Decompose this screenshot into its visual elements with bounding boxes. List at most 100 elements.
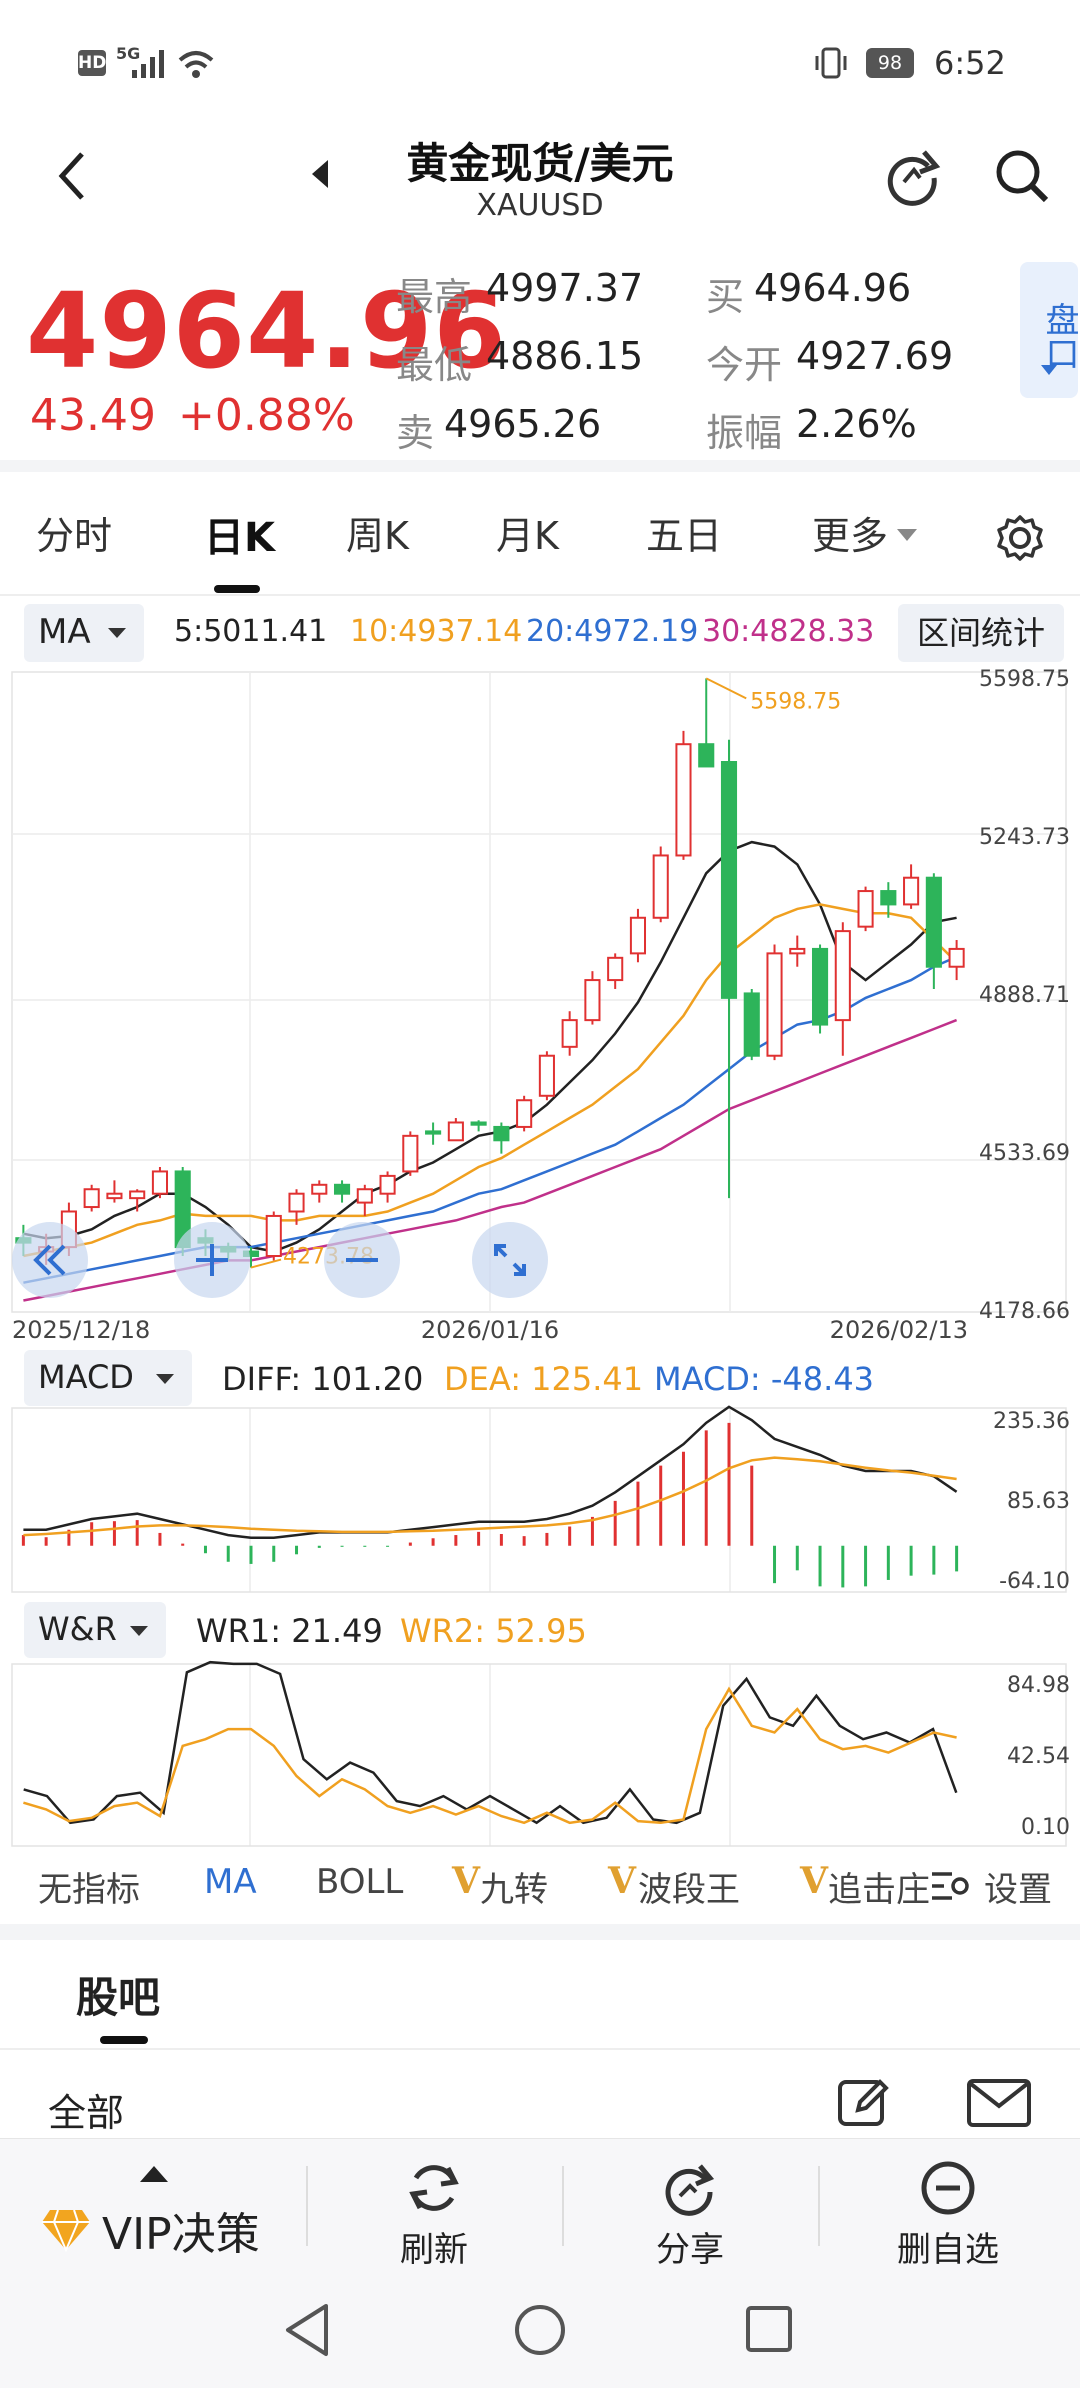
indicator-tab-none[interactable]: 无指标 — [38, 1870, 140, 1910]
bottom-divider — [562, 2166, 564, 2246]
candle-body — [83, 1188, 100, 1209]
nav-back-icon[interactable] — [282, 2302, 332, 2358]
candle-body — [698, 743, 715, 768]
ma20-value: 20:4972.19 — [526, 614, 699, 649]
candle-body — [538, 1054, 555, 1097]
candle-body — [288, 1192, 305, 1213]
vip-v-icon: V — [800, 1860, 828, 1902]
candle-body — [789, 947, 806, 955]
vip-v-icon: V — [608, 1860, 636, 1902]
price-change: 43.49 — [30, 390, 156, 441]
search-icon[interactable] — [992, 146, 1052, 206]
sell-value: 4965.26 — [444, 402, 602, 446]
nav-recents-icon[interactable] — [744, 2304, 794, 2354]
macd-line-diff — [23, 1405, 958, 1539]
active-tab-indicator — [214, 585, 260, 593]
kline-x-tick: 2026/01/16 — [421, 1316, 559, 1344]
candle-body — [925, 876, 942, 968]
wr-y-tick: 84.98 — [1007, 1673, 1070, 1698]
open-value: 4927.69 — [796, 334, 954, 378]
candle-body — [811, 947, 829, 1026]
tab-five-day[interactable]: 五日 — [646, 514, 723, 558]
range-stats-button[interactable]: 区间统计 — [898, 604, 1064, 662]
bottom-bar — [0, 2138, 1080, 2268]
wr-selector-label: W&R — [38, 1610, 117, 1648]
indicator-settings-label[interactable]: 设置 — [984, 1870, 1052, 1910]
indicator-tab-chase[interactable]: 追击庄 — [828, 1870, 930, 1906]
forum-title-underline — [100, 2036, 148, 2044]
candle-body — [106, 1192, 123, 1200]
fullscreen-button[interactable] — [472, 1222, 548, 1298]
candle-body — [265, 1214, 282, 1257]
collapse-caret-icon[interactable] — [138, 2162, 170, 2184]
candle-body — [948, 947, 965, 968]
wr-line-wr2 — [23, 1686, 957, 1825]
tab-more[interactable]: 更多 — [812, 514, 889, 558]
kline-chart[interactable]: 5598.754273.78 5598.755243.734888.714533… — [0, 0, 1080, 1860]
macd-selector-label: MACD — [38, 1358, 134, 1396]
depth-button-label: 盘口 — [1039, 302, 1079, 370]
candle-body — [857, 890, 874, 928]
macd-diff: DIFF: 101.20 — [222, 1360, 424, 1398]
depth-button[interactable]: 盘口 — [1020, 262, 1079, 398]
network-label: 5G — [116, 44, 141, 63]
forum-title[interactable]: 股吧 — [76, 1973, 161, 2022]
refresh-button[interactable]: 刷新 — [400, 2230, 468, 2270]
vip-decision-button[interactable]: VIP决策 — [102, 2209, 260, 2260]
ma-selector-label: MA — [38, 612, 91, 652]
macd-value: MACD: -48.43 — [654, 1360, 875, 1398]
nav-home-icon[interactable] — [512, 2302, 568, 2358]
candle-body — [880, 890, 897, 906]
candle-body — [584, 979, 601, 1022]
edit-post-icon[interactable] — [836, 2074, 892, 2130]
prev-instrument-icon[interactable] — [306, 152, 334, 196]
indicator-tab-wave-king[interactable]: 波段王 — [638, 1870, 740, 1910]
back-arrow-icon[interactable] — [52, 146, 92, 206]
indicator-tab-boll[interactable]: BOLL — [316, 1862, 404, 1902]
tab-weekly-k[interactable]: 周K — [346, 514, 409, 558]
tab-daily-k[interactable]: 日K — [204, 515, 275, 561]
kline-x-tick: 2026/02/13 — [830, 1316, 968, 1344]
indicator-tab-chase-clip: 追击庄 — [828, 1862, 930, 1906]
macd-y-tick: 235.36 — [993, 1409, 1070, 1434]
page-title: 黄金现货/美元 — [406, 139, 674, 188]
candle-body — [607, 956, 624, 982]
tab-monthly-k[interactable]: 月K — [496, 514, 559, 558]
indicator-settings-icon[interactable] — [930, 1868, 972, 1904]
candle-body — [675, 743, 692, 857]
vip-v-icon: V — [452, 1860, 480, 1902]
min-marker-line — [250, 1258, 282, 1269]
chart-settings-icon[interactable] — [996, 514, 1044, 562]
candle-body — [311, 1183, 328, 1195]
forum-filter-all[interactable]: 全部 — [48, 2091, 125, 2135]
ma30-value: 30:4828.33 — [702, 614, 875, 649]
refresh-icon[interactable] — [880, 144, 944, 208]
wr2-value: WR2: 52.95 — [400, 1612, 587, 1650]
remove-watchlist-button[interactable]: 删自选 — [897, 2230, 999, 2270]
tabs-divider — [0, 594, 1080, 596]
buy-value: 4964.96 — [754, 266, 912, 310]
wr-y-tick: 0.10 — [1021, 1815, 1070, 1840]
kline-x-tick: 2025/12/18 — [12, 1316, 150, 1344]
indicator-tab-nine-turn[interactable]: 九转 — [480, 1870, 548, 1910]
title-bar: 黄金现货/美元 XAUUSD — [0, 130, 1080, 250]
minus-icon — [346, 1258, 378, 1262]
double-chevron-left-icon — [33, 1244, 66, 1276]
more-caret-icon — [897, 529, 917, 541]
candle-body — [425, 1130, 442, 1135]
kline-y-tick: 5243.73 — [979, 825, 1070, 850]
ma-caret-icon — [108, 628, 126, 638]
indicator-tab-ma[interactable]: MA — [204, 1862, 257, 1902]
tab-intraday[interactable]: 分时 — [36, 514, 113, 558]
share-button[interactable]: 分享 — [656, 2230, 724, 2270]
macd-y-tick: 85.63 — [1007, 1489, 1070, 1514]
high-label: 最高 — [396, 275, 473, 319]
last-price: 4964.96 — [26, 270, 507, 392]
price-change-pct: +0.88% — [178, 390, 355, 441]
separator — [0, 460, 1080, 472]
ma-selector[interactable] — [24, 604, 144, 662]
wr-caret-icon — [130, 1626, 148, 1636]
mail-icon[interactable] — [966, 2078, 1032, 2128]
buy-label: 买 — [706, 275, 745, 319]
candle-body — [561, 1019, 578, 1048]
